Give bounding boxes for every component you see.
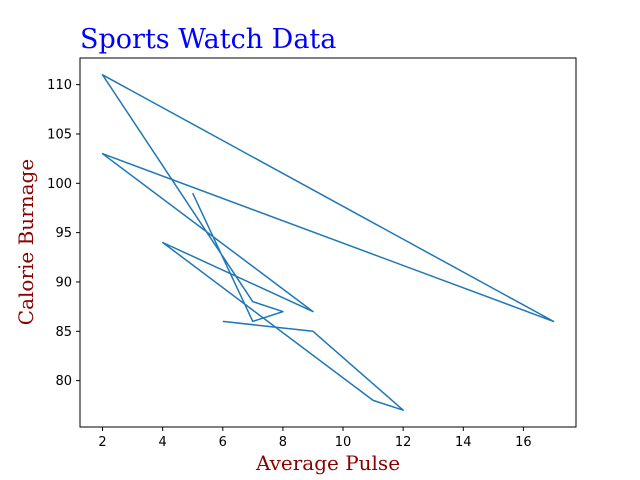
plot-frame xyxy=(79,57,577,428)
x-tick-label: 16 xyxy=(515,435,532,450)
y-axis: 80 85 90 95 100 105 110 xyxy=(47,78,80,389)
series-line-0 xyxy=(101,74,555,411)
x-axis-label: Average Pulse xyxy=(255,451,400,475)
y-tick-label: 80 xyxy=(55,374,72,389)
chart-title: Sports Watch Data xyxy=(80,24,336,55)
y-tick-label: 90 xyxy=(55,275,72,290)
plot-area xyxy=(101,74,555,411)
x-tick-label: 2 xyxy=(98,435,106,450)
x-tick-label: 10 xyxy=(335,435,352,450)
y-tick-label: 95 xyxy=(55,226,72,241)
y-tick-label: 100 xyxy=(47,177,72,192)
x-axis: 2 4 6 8 10 12 14 16 xyxy=(98,427,532,450)
x-tick-label: 8 xyxy=(279,435,287,450)
y-tick-label: 105 xyxy=(47,127,72,142)
y-tick-label: 110 xyxy=(47,78,72,93)
x-tick-label: 6 xyxy=(219,435,227,450)
x-tick-label: 4 xyxy=(159,435,167,450)
y-axis-label: Calorie Burnage xyxy=(14,159,38,325)
y-tick-label: 85 xyxy=(55,325,72,340)
x-tick-label: 14 xyxy=(455,435,472,450)
x-tick-label: 12 xyxy=(395,435,412,450)
